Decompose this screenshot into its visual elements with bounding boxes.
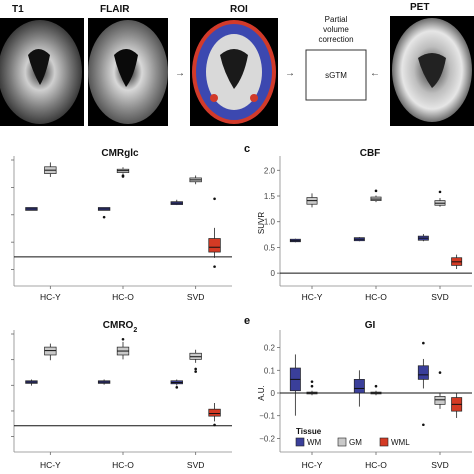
outlier-point xyxy=(213,423,216,427)
outlier-point xyxy=(374,189,378,193)
t1-scan-image xyxy=(0,18,84,126)
y-tick-label: 0.1 xyxy=(264,366,276,375)
sgtm-label: sGTM xyxy=(325,71,347,80)
y-tick-label: 2.0 xyxy=(264,166,276,175)
outlier-point xyxy=(310,380,314,383)
chart-title-subscript: 2 xyxy=(133,327,137,334)
y-axis-label: SUVR xyxy=(257,212,266,234)
scan-label-t1: T1 xyxy=(12,4,24,15)
y-tick-label: −0.1 xyxy=(259,412,275,421)
x-tick-label: HC-Y xyxy=(302,292,323,302)
x-tick-label: HC-Y xyxy=(302,460,323,470)
arrow-right-icon: → xyxy=(175,68,185,79)
pvc-caption-line-3: correction xyxy=(318,35,353,44)
legend-title: Tissue xyxy=(296,427,322,436)
arrow-left-icon: ← xyxy=(370,68,380,79)
chart-title: CMRglc xyxy=(101,148,139,159)
x-tick-label: HC-O xyxy=(365,292,387,302)
panel-letter: c xyxy=(244,143,250,155)
chart-gi: GI e −0.2 −0.1 0 0.1 0.2 A.U. HC-Y HC-O SVD xyxy=(244,315,472,470)
box-wm xyxy=(417,365,429,380)
chart-cbf: CBF c 0 0.5 1.0 1.5 2.0 SUVR HC-Y HC-O SVD xyxy=(244,143,472,302)
y-tick-label: 0 xyxy=(271,389,276,398)
outlier-point xyxy=(194,367,197,371)
outlier-point xyxy=(422,341,425,345)
scan-label-roi: ROI xyxy=(230,4,248,15)
outlier-point xyxy=(102,215,106,219)
legend-label-wm: WM xyxy=(307,438,322,447)
pet-scan-image xyxy=(390,16,474,126)
legend-label-gm: GM xyxy=(349,438,362,447)
outlier-point xyxy=(175,386,179,389)
x-tick-label: HC-Y xyxy=(40,292,61,302)
x-tick-label: SVD xyxy=(431,460,448,470)
box-wml xyxy=(208,238,221,253)
x-tick-label: HC-Y xyxy=(40,460,61,470)
outlier-point xyxy=(213,197,216,201)
legend-swatch-wml xyxy=(379,437,389,447)
pvc-caption-line-1: Partial xyxy=(325,15,348,24)
outlier-point xyxy=(121,175,125,178)
pvc-caption: Partial volume correction xyxy=(318,15,353,44)
x-tick-label: HC-O xyxy=(112,460,134,470)
y-tick-label: 0.5 xyxy=(264,243,276,252)
legend-label-wml: WML xyxy=(391,438,410,447)
chart-cmro2: CMRO2 HC-Y HC-O SVD xyxy=(11,320,232,470)
chart-legend: Tissue WM GM WML xyxy=(292,426,426,448)
top-row: T1 FLAIR ROI PET → → Partial volume xyxy=(0,2,474,126)
outlier-point xyxy=(438,371,442,374)
legend-swatch-wm xyxy=(295,437,305,447)
outlier-point xyxy=(121,337,125,341)
scan-label-flair: FLAIR xyxy=(100,4,130,15)
outlier-point xyxy=(422,423,425,427)
scan-label-pet: PET xyxy=(410,2,429,13)
chart-cmrglc: CMRglc HC-Y HC-O SVD xyxy=(11,148,232,302)
x-tick-label: HC-O xyxy=(365,460,387,470)
arrow-right-icon: → xyxy=(285,68,295,79)
x-tick-label: SVD xyxy=(187,292,204,302)
chart-title: GI xyxy=(365,320,376,331)
sgtm-box xyxy=(305,49,367,101)
x-tick-label: SVD xyxy=(431,292,448,302)
chart-title: CMRO2 xyxy=(103,320,138,334)
legend-background xyxy=(292,426,426,448)
x-tick-label: HC-O xyxy=(112,292,134,302)
x-tick-label: SVD xyxy=(187,460,204,470)
legend-swatch-gm xyxy=(337,437,347,447)
box-gm xyxy=(434,396,446,405)
y-tick-label: −0.2 xyxy=(259,434,275,443)
flair-scan-image xyxy=(88,18,168,126)
y-tick-label: 0 xyxy=(271,269,276,278)
y-tick-label: 0.2 xyxy=(264,344,276,353)
box-wml xyxy=(208,408,221,417)
roi-scan-image xyxy=(190,18,278,126)
box-wm xyxy=(353,379,365,394)
outlier-point xyxy=(194,370,197,373)
outlier-point xyxy=(213,265,216,268)
outlier-point xyxy=(374,384,378,388)
outlier-point xyxy=(310,384,314,388)
y-tick-label: 1.5 xyxy=(264,192,276,201)
pvc-caption-line-2: volume xyxy=(323,25,349,34)
outlier-point xyxy=(438,190,442,194)
y-axis-label: A.U. xyxy=(257,385,266,401)
y-tick-label: 1.0 xyxy=(264,218,276,227)
chart-title: CBF xyxy=(360,148,381,159)
panel-letter: e xyxy=(244,315,250,327)
